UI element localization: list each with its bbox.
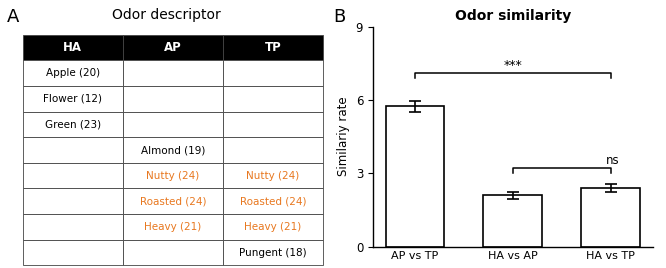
Bar — [23, 35, 123, 61]
Bar — [484, 195, 542, 247]
Bar — [386, 106, 444, 247]
Bar — [23, 163, 123, 188]
Text: Heavy (21): Heavy (21) — [244, 222, 302, 232]
Bar — [123, 86, 223, 112]
Text: Roasted (24): Roasted (24) — [240, 196, 306, 206]
Bar — [123, 137, 223, 163]
Bar — [223, 240, 323, 265]
Bar — [23, 61, 123, 86]
Text: B: B — [333, 8, 345, 26]
Bar — [23, 112, 123, 137]
Text: Nutty (24): Nutty (24) — [147, 171, 200, 181]
Text: Roasted (24): Roasted (24) — [140, 196, 206, 206]
Bar — [123, 35, 223, 61]
Bar — [223, 163, 323, 188]
Text: A: A — [7, 8, 19, 26]
Bar — [223, 214, 323, 240]
Text: Flower (12): Flower (12) — [43, 94, 102, 104]
Bar — [223, 112, 323, 137]
Text: Pungent (18): Pungent (18) — [239, 248, 307, 258]
Text: TP: TP — [264, 41, 282, 54]
Bar — [123, 61, 223, 86]
Title: Odor similarity: Odor similarity — [455, 9, 571, 23]
Text: Nutty (24): Nutty (24) — [246, 171, 300, 181]
Bar — [123, 214, 223, 240]
Bar — [123, 240, 223, 265]
Text: Odor descriptor: Odor descriptor — [112, 8, 221, 22]
Y-axis label: Similariy rate: Similariy rate — [337, 97, 350, 177]
Text: Apple (20): Apple (20) — [46, 68, 100, 78]
Bar — [123, 163, 223, 188]
Text: HA: HA — [63, 41, 82, 54]
Text: Heavy (21): Heavy (21) — [145, 222, 202, 232]
Bar — [123, 112, 223, 137]
Text: Green (23): Green (23) — [45, 120, 101, 129]
Text: Almond (19): Almond (19) — [141, 145, 205, 155]
Bar — [223, 188, 323, 214]
Bar — [123, 188, 223, 214]
Bar — [23, 240, 123, 265]
Text: ***: *** — [503, 59, 522, 72]
Bar — [23, 86, 123, 112]
Bar — [223, 137, 323, 163]
Text: ns: ns — [606, 154, 619, 167]
Text: AP: AP — [164, 41, 182, 54]
Bar — [223, 35, 323, 61]
Bar — [581, 188, 640, 247]
Bar — [223, 86, 323, 112]
Bar — [23, 214, 123, 240]
Bar — [23, 188, 123, 214]
Bar — [23, 137, 123, 163]
Bar — [223, 61, 323, 86]
